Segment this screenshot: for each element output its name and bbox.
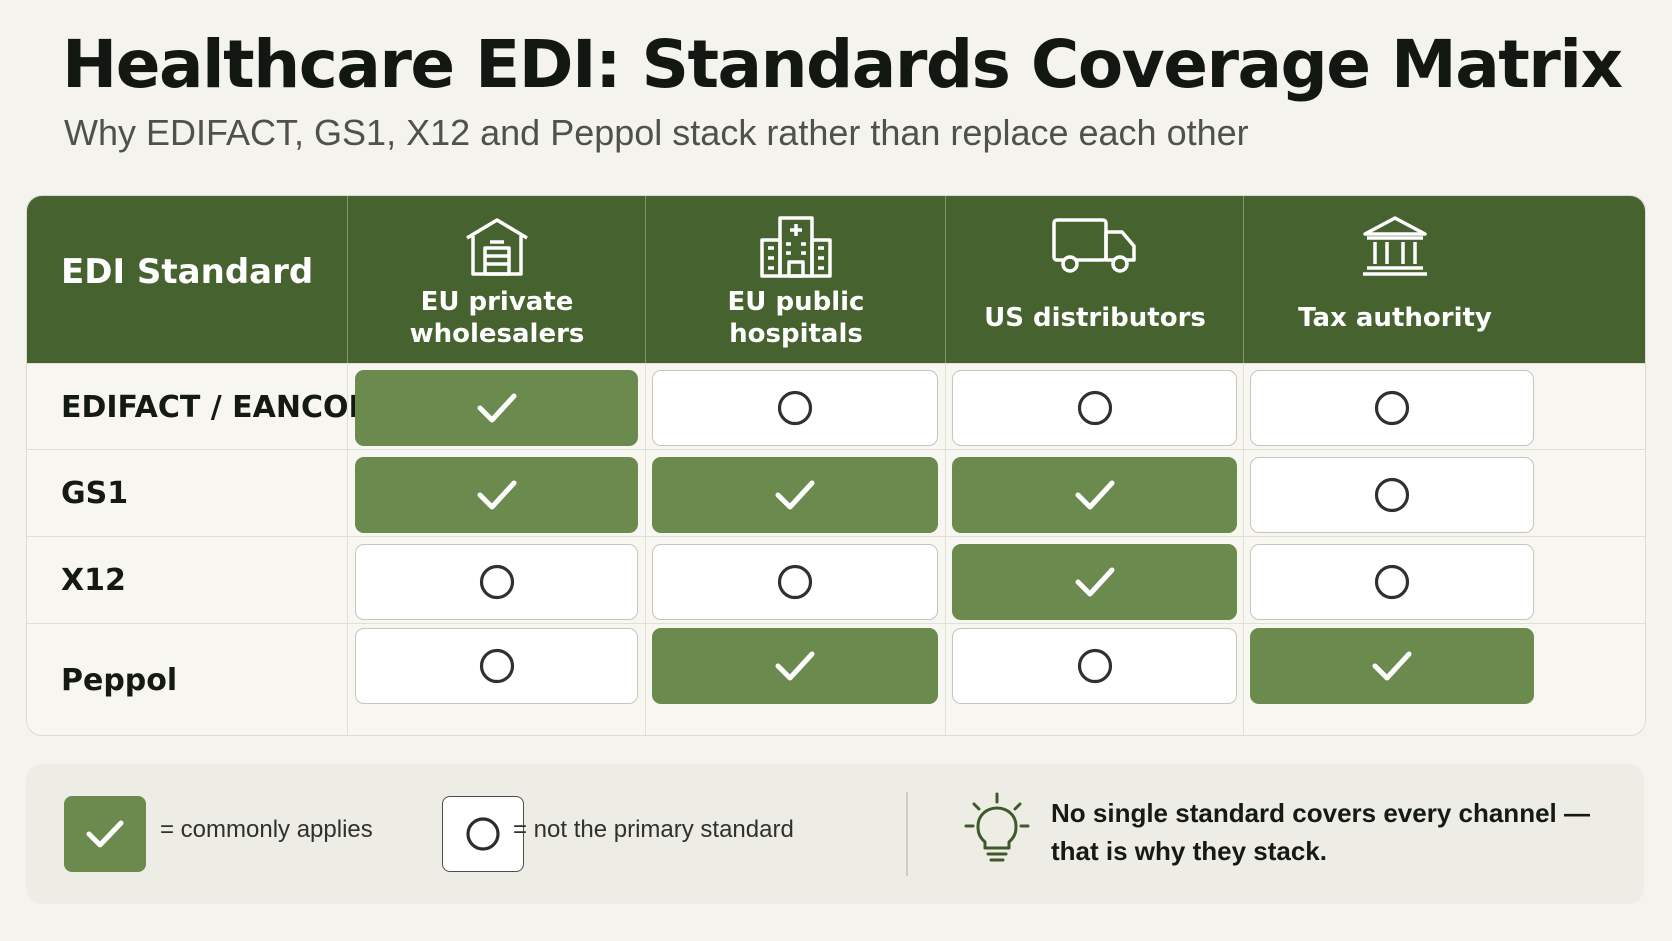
column-label: Tax authority xyxy=(1298,303,1492,333)
column-divider xyxy=(945,363,946,735)
column-divider xyxy=(645,363,646,735)
legend-no-text: = not the primary standard xyxy=(513,816,794,843)
checkmark-icon xyxy=(475,391,519,425)
circle-icon xyxy=(1373,476,1411,514)
checkmark-icon xyxy=(86,820,124,848)
cell-applies xyxy=(355,457,638,533)
legend-check-swatch xyxy=(64,796,146,872)
cell-not-primary xyxy=(952,628,1237,704)
page-subtitle: Why EDIFACT, GS1, X12 and Peppol stack r… xyxy=(64,112,1249,153)
checkmark-icon xyxy=(1073,565,1117,599)
circle-icon xyxy=(776,563,814,601)
cell-applies xyxy=(952,544,1237,620)
cell-not-primary xyxy=(1250,457,1534,533)
cell-not-primary xyxy=(652,370,938,446)
column-header-us-distributors: US distributors xyxy=(945,196,1244,363)
row-label: Peppol xyxy=(61,662,178,698)
column-label: EU public hospitals xyxy=(727,287,865,349)
circle-icon xyxy=(1373,389,1411,427)
cell-applies xyxy=(652,457,938,533)
checkmark-icon xyxy=(1073,478,1117,512)
cell-applies xyxy=(952,457,1237,533)
circle-icon xyxy=(1076,389,1114,427)
row-label: X12 xyxy=(61,563,126,598)
column-label: US distributors xyxy=(984,303,1206,333)
cell-not-primary xyxy=(1250,370,1534,446)
legend-divider xyxy=(906,792,908,876)
checkmark-icon xyxy=(475,478,519,512)
warehouse-icon xyxy=(466,218,528,276)
government-building-icon xyxy=(1363,216,1427,276)
matrix-row: Peppol xyxy=(27,623,1645,735)
column-divider xyxy=(1243,363,1244,735)
column-label: EU private wholesalers xyxy=(409,287,585,349)
truck-icon xyxy=(1052,218,1136,273)
matrix-row: GS1 xyxy=(27,449,1645,537)
cell-not-primary xyxy=(652,544,938,620)
row-label: EDIFACT / EANCOM xyxy=(61,389,379,425)
checkmark-icon xyxy=(1370,649,1414,683)
column-header-tax-authority: Tax authority xyxy=(1243,196,1546,363)
cell-applies xyxy=(355,370,638,446)
circle-icon xyxy=(466,817,500,851)
circle-icon xyxy=(478,647,516,685)
matrix-row: X12 xyxy=(27,536,1645,624)
legend-circle-swatch xyxy=(442,796,524,872)
legend: = commonly applies = not the primary sta… xyxy=(26,764,1644,904)
circle-icon xyxy=(776,389,814,427)
legend-note-line1: No single standard covers every channel … xyxy=(1051,798,1590,828)
legend-yes-text: = commonly applies xyxy=(160,816,373,843)
cell-not-primary xyxy=(355,544,638,620)
hospital-icon xyxy=(760,216,832,278)
cell-not-primary xyxy=(952,370,1237,446)
column-divider xyxy=(347,363,348,735)
cell-applies xyxy=(652,628,938,704)
matrix-row: EDIFACT / EANCOM xyxy=(27,363,1645,450)
circle-icon xyxy=(1076,647,1114,685)
cell-not-primary xyxy=(1250,544,1534,620)
row-label: GS1 xyxy=(61,476,129,511)
cell-not-primary xyxy=(355,628,638,704)
checkmark-icon xyxy=(773,649,817,683)
lightbulb-icon xyxy=(964,792,1030,862)
page-title: Healthcare EDI: Standards Coverage Matri… xyxy=(62,26,1623,103)
circle-icon xyxy=(1373,563,1411,601)
header-edi-standard: EDI Standard xyxy=(61,252,314,292)
legend-note: No single standard covers every channel … xyxy=(1051,794,1590,870)
matrix-header: EDI Standard EU private wholesalers EU p… xyxy=(27,196,1645,363)
column-header-eu-public-hospitals: EU public hospitals xyxy=(645,196,946,363)
coverage-matrix: EDI Standard EU private wholesalers EU p… xyxy=(26,195,1646,736)
column-header-eu-private-wholesalers: EU private wholesalers xyxy=(347,196,646,363)
cell-applies xyxy=(1250,628,1534,704)
legend-note-line2: that is why they stack. xyxy=(1051,836,1327,866)
circle-icon xyxy=(478,563,516,601)
checkmark-icon xyxy=(773,478,817,512)
